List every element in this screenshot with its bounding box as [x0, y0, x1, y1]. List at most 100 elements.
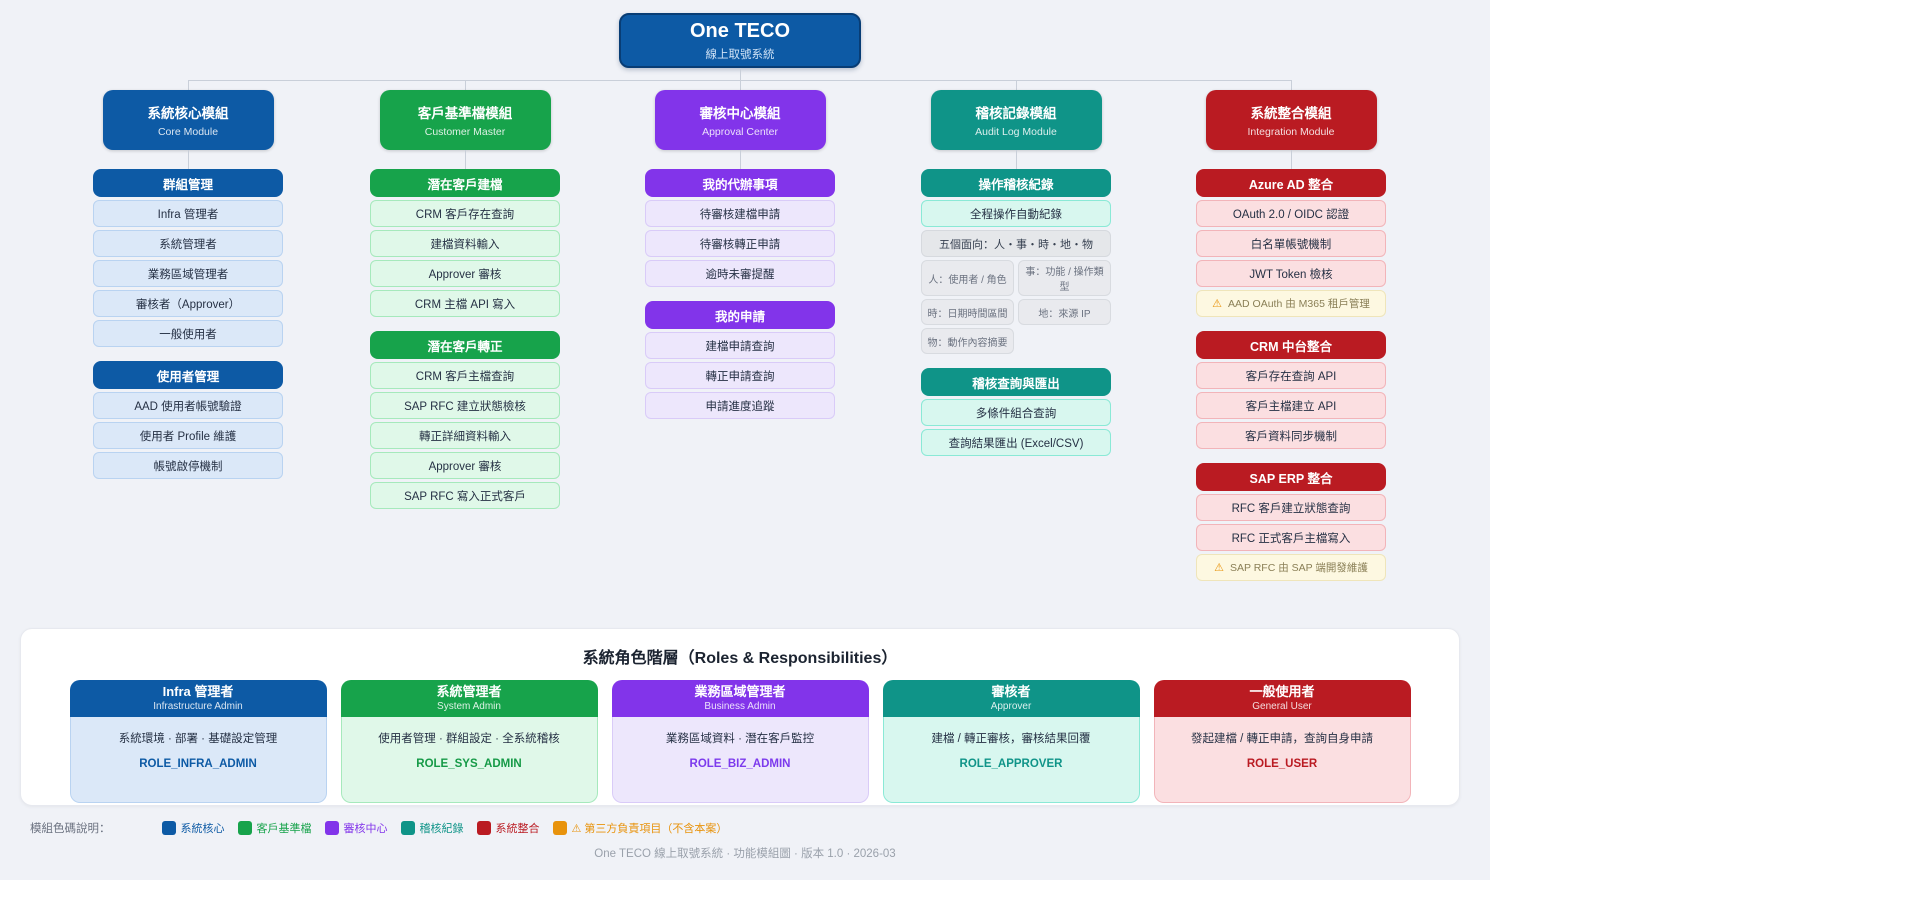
roles-panel: 系統角色階層（Roles & Responsibilities） Infra 管…: [20, 628, 1460, 806]
module-column-red: 系統整合模組 Integration Module Azure AD 整合 OAuth…: [1196, 90, 1386, 581]
feature-item-label: 一般使用者: [159, 328, 217, 341]
feature-item: 逾時未審提醒: [645, 260, 835, 287]
root-title: One TECO: [689, 19, 790, 42]
feature-item-label: 客戶主檔建立 API: [1245, 400, 1337, 413]
feature-item-label: 五個面向：人・事・時・地・物: [939, 238, 1093, 251]
section-header: 潛在客戶建檔: [370, 169, 560, 197]
role-card-body: 系統環境 · 部署 · 基礎設定管理 ROLE_INFRA_ADMIN: [69, 717, 327, 803]
role-description: 系統環境 · 部署 · 基礎設定管理: [118, 733, 278, 745]
section-items: 多條件組合查詢 查詢結果匯出 (Excel/CSV): [921, 399, 1111, 456]
section-header: 群組管理: [93, 169, 283, 197]
feature-item: 客戶主檔建立 API: [1196, 392, 1386, 419]
connector-root-stub: [740, 68, 741, 80]
feature-item-label: CRM 客戶主檔查詢: [415, 370, 515, 383]
module-subtitle: Customer Master: [424, 126, 506, 138]
feature-item: 全程操作自動紀錄: [921, 200, 1111, 227]
feature-item: 人：使用者 / 角色: [921, 260, 1014, 296]
module-column-green: 客戶基準檔模組 Customer Master 潛在客戶建檔 CRM 客戶存在查詢 建檔…: [370, 90, 560, 509]
feature-item-label: 地：來源 IP: [1038, 308, 1091, 320]
role-card-body: 發起建檔 / 轉正申請，查詢自身申請 ROLE_USER: [1153, 717, 1411, 803]
feature-item-label: 建檔資料輸入: [430, 238, 500, 251]
feature-item: OAuth 2.0 / OIDC 認證: [1196, 200, 1386, 227]
section-items: RFC 客戶建立狀態查詢 RFC 正式客戶主檔寫入 ⚠ SAP RFC 由 SAP 端…: [1196, 494, 1386, 581]
role-subtitle: Infrastructure Admin: [153, 700, 243, 712]
section-header: 潛在客戶轉正: [370, 331, 560, 359]
connector-module-stub: [187, 150, 189, 169]
feature-item-label: AAD OAuth 由 M365 租戶管理: [1228, 298, 1370, 310]
feature-item: RFC 正式客戶主檔寫入: [1196, 524, 1386, 551]
feature-item-label: 客戶存在查詢 API: [1245, 370, 1337, 383]
module-title: 系統整合模組: [1250, 106, 1332, 121]
legend-item-label: 客戶基準檔: [256, 823, 312, 835]
role-code: ROLE_APPROVER: [959, 758, 1063, 770]
feature-item: 物：動作內容摘要: [921, 328, 1014, 354]
role-description: 業務區域資料 · 潛在客戶監控: [665, 733, 815, 745]
feature-item: Infra 管理者: [93, 200, 283, 227]
connector-stub: [740, 80, 741, 90]
feature-item-label: Approver 審核: [428, 460, 502, 473]
legend: 模組色碼說明： 系統核心 客戶基準檔 審核中心 稽核紀錄 系統整合 ⚠ 第三方負責項目（不…: [30, 820, 727, 836]
roles-panel-title: 系統角色階層（Roles & Responsibilities）: [582, 650, 898, 667]
feature-item: 審核者（Approver）: [93, 290, 283, 317]
connector-stub: [188, 80, 189, 90]
connector-stub: [1016, 80, 1017, 90]
feature-item-label: 審核者（Approver）: [135, 298, 241, 311]
feature-item: 一般使用者: [93, 320, 283, 347]
legend-swatch: [476, 821, 491, 835]
feature-item: 時：日期時間區間: [921, 299, 1014, 325]
feature-item: 多條件組合查詢: [921, 399, 1111, 426]
legend-item: 系統核心: [161, 820, 225, 836]
feature-item: 待審核建檔申請: [645, 200, 835, 227]
section-items: CRM 客戶存在查詢 建檔資料輸入 Approver 審核 CRM 主檔 API 寫入: [370, 200, 560, 317]
section-items: OAuth 2.0 / OIDC 認證 白名單帳號機制 JWT Token 檢核 ⚠ A…: [1196, 200, 1386, 317]
role-card-header: Infra 管理者 Infrastructure Admin: [69, 680, 327, 717]
feature-item: Approver 審核: [370, 452, 560, 479]
feature-item-label: 物：動作內容摘要: [927, 337, 1008, 349]
feature-item: AAD 使用者帳號驗證: [93, 392, 283, 419]
feature-item-label: 事：功能 / 操作類型: [1025, 267, 1104, 293]
role-code: ROLE_USER: [1246, 758, 1318, 770]
feature-item-label: RFC 正式客戶主檔寫入: [1231, 532, 1351, 545]
module-title: 系統核心模組: [147, 106, 229, 121]
feature-item: 事：功能 / 操作類型: [1018, 260, 1111, 296]
feature-item-label: Approver 審核: [428, 268, 502, 281]
role-card: Infra 管理者 Infrastructure Admin 系統環境 · 部署 ·…: [69, 680, 327, 803]
role-card: 審核者 Approver 建檔 / 轉正審核，審核結果回覆 ROLE_APPROVER: [882, 680, 1140, 803]
section-header: 使用者管理: [93, 361, 283, 389]
legend-item: 系統整合: [476, 820, 540, 836]
diagram-background: One TECO 線上取號系統 系統核心模組 Core Module 群組管理 Inf…: [0, 0, 1490, 880]
section-items: CRM 客戶主檔查詢 SAP RFC 建立狀態檢核 轉正詳細資料輸入 Approver…: [370, 362, 560, 509]
legend-item: 稽核紀錄: [400, 820, 464, 836]
role-card-header: 一般使用者 General User: [1153, 680, 1411, 717]
section-header: SAP ERP 整合: [1196, 463, 1386, 491]
feature-item: 業務區域管理者: [93, 260, 283, 287]
role-card: 系統管理者 System Admin 使用者管理 · 群組設定 · 全系統稽核 ROL…: [340, 680, 598, 803]
legend-item-label: 系統核心: [180, 823, 225, 835]
feature-item: 客戶存在查詢 API: [1196, 362, 1386, 389]
role-card-header: 系統管理者 System Admin: [340, 680, 598, 717]
role-card-body: 建檔 / 轉正審核，審核結果回覆 ROLE_APPROVER: [882, 717, 1140, 803]
module-subtitle: Audit Log Module: [975, 126, 1057, 138]
section-items: 客戶存在查詢 API 客戶主檔建立 API 客戶資料同步機制: [1196, 362, 1386, 449]
legend-item-label: ⚠ 第三方負責項目（不含本案）: [571, 823, 728, 835]
section-header: 操作稽核紀錄: [921, 169, 1111, 197]
module-header: 審核中心模組 Approval Center: [654, 90, 826, 150]
feature-item-label: 待審核建檔申請: [699, 208, 781, 221]
connector-module-stub: [1290, 150, 1292, 169]
feature-item: 轉正申請查詢: [645, 362, 835, 389]
section-items: AAD 使用者帳號驗證 使用者 Profile 維護 帳號啟停機制: [93, 392, 283, 479]
module-header: 客戶基準檔模組 Customer Master: [379, 90, 551, 150]
feature-item-label: 建檔申請查詢: [705, 340, 775, 353]
section-header: 我的代辦事項: [645, 169, 835, 197]
module-column-teal: 稽核記錄模組 Audit Log Module 操作稽核紀錄 全程操作自動紀錄五個面向…: [921, 90, 1111, 456]
role-subtitle: Business Admin: [704, 700, 776, 712]
module-subtitle: Approval Center: [702, 126, 778, 138]
feature-item: 申請進度追蹤: [645, 392, 835, 419]
section-items: 待審核建檔申請 待審核轉正申請 逾時未審提醒: [645, 200, 835, 287]
module-title: 稽核記錄模組: [975, 106, 1057, 121]
feature-item-label: 業務區域管理者: [147, 268, 229, 281]
feature-item: 白名單帳號機制: [1196, 230, 1386, 257]
feature-item-label: RFC 客戶建立狀態查詢: [1231, 502, 1351, 515]
connector-module-stub: [464, 150, 466, 169]
feature-item-label: OAuth 2.0 / OIDC 認證: [1232, 208, 1350, 221]
